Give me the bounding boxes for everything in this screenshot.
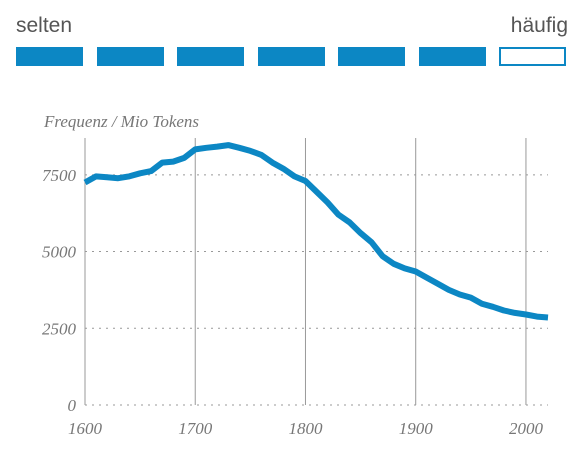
y-axis-label: Frequenz / Mio Tokens: [43, 112, 199, 131]
series-line-1: [83, 142, 549, 321]
scale-segment-7: [499, 47, 566, 66]
scale-segment-5: [338, 47, 405, 66]
x-tick-label-1700: 1700: [178, 419, 213, 438]
x-tick-label-1800: 1800: [288, 419, 323, 438]
legend-low-label: selten: [16, 14, 73, 37]
y-tick-labels: 0 2500 5000 7500: [42, 166, 77, 415]
scale-segment-3: [177, 47, 244, 66]
scale-segment-2: [96, 47, 164, 66]
x-tick-label-1900: 1900: [399, 419, 434, 438]
x-tick-label-1600: 1600: [68, 419, 103, 438]
axes: [84, 138, 548, 406]
y-tick-label-5000: 5000: [42, 243, 77, 262]
y-tick-label-0: 0: [68, 396, 77, 415]
scale-segment-6: [418, 47, 486, 66]
y-tick-label-7500: 7500: [42, 166, 77, 185]
series-group: [83, 142, 549, 321]
y-tick-label-2500: 2500: [42, 319, 77, 338]
scale-segment-4: [257, 47, 325, 66]
x-tick-labels: 1600 1700 1800 1900 2000: [68, 419, 543, 438]
scale-segment-1: [16, 47, 83, 66]
grid: [85, 138, 548, 405]
x-tick-label-2000: 2000: [509, 419, 544, 438]
legend-high-label: häufig: [510, 14, 568, 37]
frequency-scale: [16, 47, 568, 66]
